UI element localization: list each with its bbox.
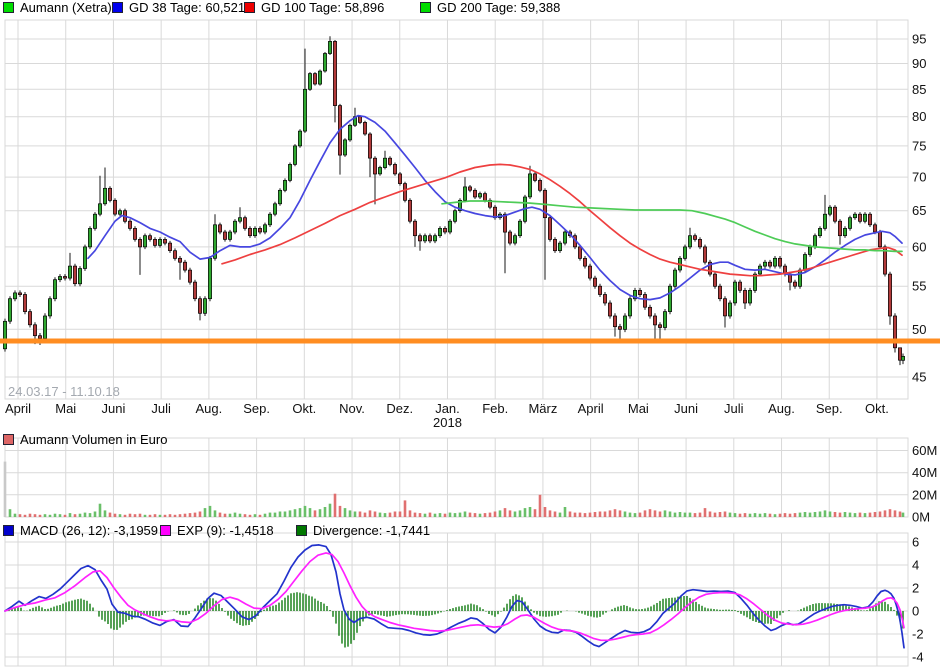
month-label: März — [528, 401, 557, 416]
month-label: Mai — [55, 401, 76, 416]
legend-gd200: GD 200 Tage: 59,388 — [420, 1, 560, 15]
gd200-swatch-icon — [420, 2, 431, 13]
y-tick-label: 55 — [912, 279, 926, 294]
y-tick-label: 45 — [912, 370, 926, 385]
month-label: Okt. — [292, 401, 316, 416]
divergence-swatch-icon — [296, 525, 307, 536]
macd-tick-label: 4 — [912, 558, 919, 573]
y-tick-label: 65 — [912, 203, 926, 218]
volume-panel: 60M 40M 20M 0M — [3, 437, 937, 525]
macd-tick-label: -2 — [912, 627, 924, 642]
price-series-swatch-icon — [3, 2, 14, 13]
exp-swatch-icon — [160, 525, 171, 536]
macd-tick-label: 0 — [912, 604, 919, 619]
ma-line-gd100 — [221, 163, 903, 277]
divergence-histogram — [8, 592, 904, 648]
y-tick-label: 85 — [912, 82, 926, 97]
volume-swatch-icon — [3, 434, 14, 445]
month-label: Juli — [151, 401, 171, 416]
ma-line-gd38 — [87, 114, 903, 301]
y-tick-label: 95 — [912, 32, 926, 47]
y-tick-label: 80 — [912, 109, 926, 124]
legend-gd38: GD 38 Tage: 60,521 — [112, 1, 245, 15]
date-range-label: 24.03.17 - 11.10.18 — [8, 384, 120, 399]
exp-line — [4, 552, 905, 642]
macd-panel: 6 4 2 0 -2 -4 — [4, 532, 924, 667]
month-label: Aug. — [196, 401, 223, 416]
divergence-label: Divergence: -1,7441 — [313, 523, 431, 538]
gd100-swatch-icon — [244, 2, 255, 13]
ma-line-gd200 — [441, 200, 903, 253]
y-tick-label: 75 — [912, 138, 926, 153]
legend-price-series: Aumann (Xetra) — [3, 1, 112, 15]
month-label: Okt. — [865, 401, 889, 416]
price-series-label: Aumann (Xetra) — [20, 0, 112, 15]
macd-line — [4, 544, 905, 649]
y-tick-label: 60 — [912, 239, 926, 254]
macd-swatch-icon — [3, 525, 14, 536]
macd-label: MACD (26, 12): -3,1959 — [20, 523, 159, 538]
legend-volume: Aumann Volumen in Euro — [3, 433, 167, 447]
month-label: Sep. — [816, 401, 843, 416]
y-tick-label: 50 — [912, 322, 926, 337]
y-tick-label: 70 — [912, 170, 926, 185]
candlesticks — [3, 36, 905, 366]
macd-tick-label: 6 — [912, 535, 919, 550]
month-label: Mai — [628, 401, 649, 416]
y-tick-label: 90 — [912, 56, 926, 71]
year-label: 2018 — [433, 415, 462, 430]
month-label: April — [578, 401, 604, 416]
month-label: April — [5, 401, 31, 416]
month-label: Nov. — [339, 401, 365, 416]
legend-gd100: GD 100 Tage: 58,896 — [244, 1, 384, 15]
gd200-label: GD 200 Tage: 59,388 — [437, 0, 561, 15]
month-label: Dez. — [386, 401, 413, 416]
month-label: Aug. — [768, 401, 795, 416]
gd38-swatch-icon — [112, 2, 123, 13]
month-label: Juli — [724, 401, 744, 416]
price-axis-labels: 95 90 85 80 75 70 65 60 55 50 45 24.03.17 - 11.10.1… — [5, 32, 926, 431]
month-label: Feb. — [482, 401, 508, 416]
volume-tick-label: 60M — [912, 443, 937, 458]
legend-divergence: Divergence: -1,7441 — [296, 524, 430, 538]
macd-tick-label: 2 — [912, 581, 919, 596]
month-label: Juni — [674, 401, 698, 416]
month-label: Juni — [102, 401, 126, 416]
legend-macd: MACD (26, 12): -3,1959 — [3, 524, 158, 538]
gd100-label: GD 100 Tage: 58,896 — [261, 0, 385, 15]
month-label: Jan. — [435, 401, 460, 416]
volume-label: Aumann Volumen in Euro — [20, 432, 168, 447]
volume-tick-label: 20M — [912, 487, 937, 502]
macd-tick-label: -4 — [912, 650, 924, 665]
support-line — [0, 338, 940, 344]
exp-label: EXP (9): -1,4518 — [177, 523, 274, 538]
volume-tick-label: 0M — [912, 510, 930, 525]
volume-tick-label: 40M — [912, 465, 937, 480]
month-label: Sep. — [243, 401, 270, 416]
legend-exp: EXP (9): -1,4518 — [160, 524, 274, 538]
gd38-label: GD 38 Tage: 60,521 — [129, 0, 246, 15]
